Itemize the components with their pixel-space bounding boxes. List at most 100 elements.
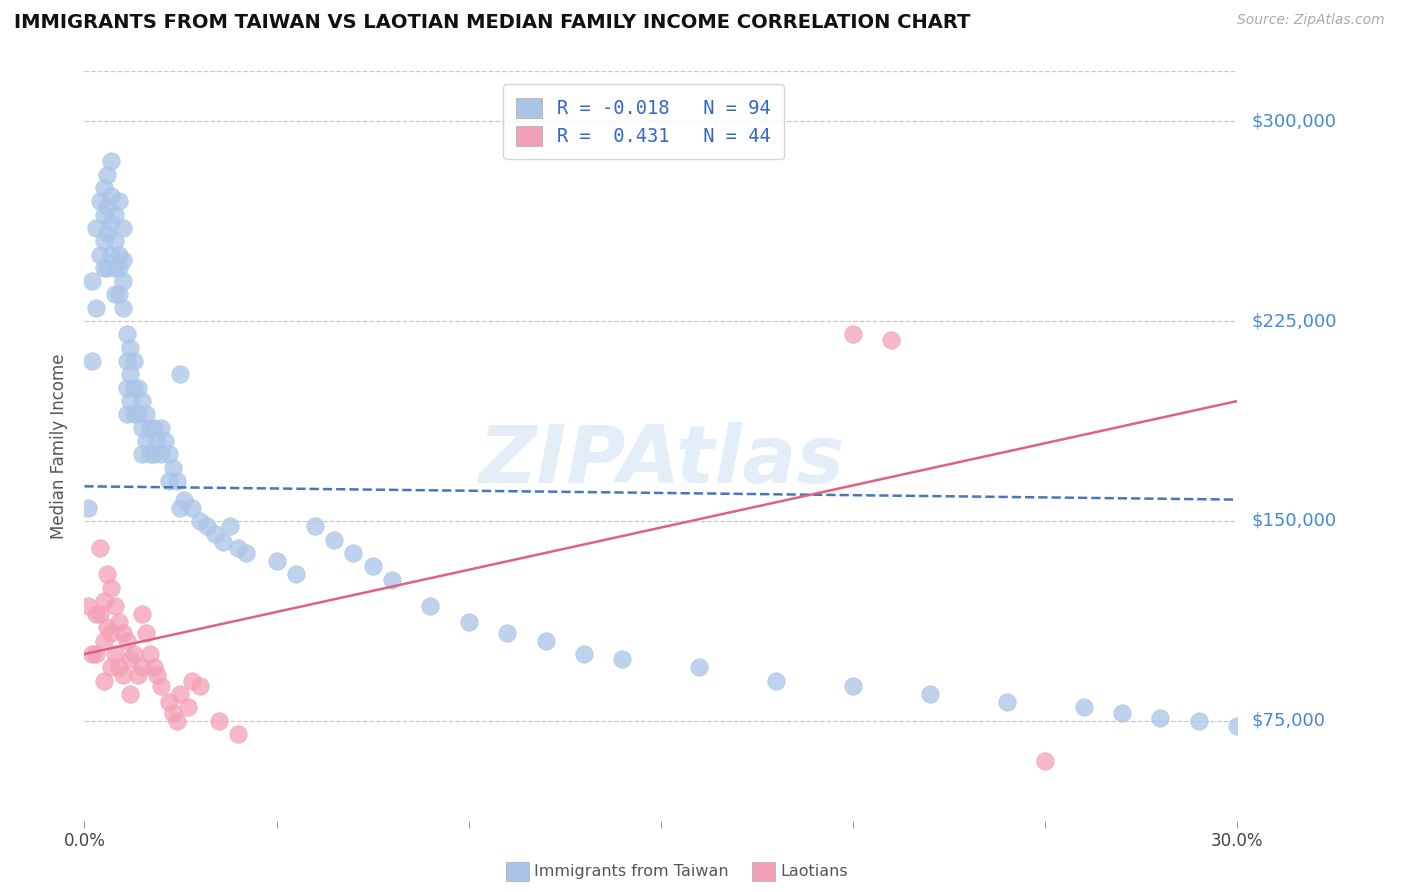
Text: $150,000: $150,000 — [1251, 512, 1336, 530]
Point — [93, 260, 115, 275]
Point — [157, 474, 180, 488]
Point — [204, 527, 226, 541]
Point — [127, 668, 149, 682]
Point — [612, 652, 634, 666]
Point — [96, 620, 118, 634]
Point — [219, 519, 242, 533]
Point — [89, 541, 111, 555]
Point — [120, 394, 142, 409]
Point — [150, 447, 173, 461]
Point — [266, 554, 288, 568]
Point — [100, 215, 122, 229]
Point — [108, 660, 131, 674]
Point — [142, 660, 165, 674]
Point — [115, 408, 138, 422]
Point — [124, 408, 146, 422]
Point — [135, 434, 157, 448]
Point — [104, 599, 127, 614]
Text: Source: ZipAtlas.com: Source: ZipAtlas.com — [1237, 13, 1385, 28]
Point — [124, 354, 146, 368]
Point — [918, 687, 941, 701]
Point — [534, 633, 557, 648]
Point — [361, 559, 384, 574]
Point — [166, 714, 188, 728]
Point — [880, 333, 903, 347]
Point — [80, 274, 103, 288]
Point — [131, 447, 153, 461]
Text: IMMIGRANTS FROM TAIWAN VS LAOTIAN MEDIAN FAMILY INCOME CORRELATION CHART: IMMIGRANTS FROM TAIWAN VS LAOTIAN MEDIAN… — [14, 13, 970, 32]
Point — [93, 673, 115, 688]
Point — [142, 447, 165, 461]
Point — [211, 535, 233, 549]
Text: Immigrants from Taiwan: Immigrants from Taiwan — [534, 864, 728, 879]
Point — [96, 260, 118, 275]
Point — [120, 341, 142, 355]
Point — [124, 647, 146, 661]
Point — [111, 301, 134, 315]
Point — [104, 260, 127, 275]
Point — [153, 434, 176, 448]
Point — [131, 607, 153, 622]
Text: $75,000: $75,000 — [1251, 712, 1326, 730]
Point — [115, 381, 138, 395]
Point — [120, 652, 142, 666]
Point — [765, 673, 787, 688]
Point — [100, 660, 122, 674]
Point — [89, 607, 111, 622]
Point — [138, 647, 160, 661]
Point — [188, 679, 211, 693]
Point — [1188, 714, 1211, 728]
Point — [208, 714, 231, 728]
Point — [108, 615, 131, 629]
Point — [104, 208, 127, 222]
Point — [89, 194, 111, 209]
Point — [419, 599, 441, 614]
Point — [108, 194, 131, 209]
Point — [96, 168, 118, 182]
Point — [93, 181, 115, 195]
Point — [104, 234, 127, 248]
Point — [457, 615, 479, 629]
Point — [284, 567, 307, 582]
Point — [104, 647, 127, 661]
Y-axis label: Median Family Income: Median Family Income — [51, 353, 69, 539]
Point — [84, 220, 107, 235]
Point — [100, 247, 122, 261]
Point — [77, 500, 100, 515]
Point — [108, 247, 131, 261]
Point — [131, 420, 153, 434]
Point — [115, 327, 138, 342]
Point — [181, 500, 204, 515]
Point — [138, 420, 160, 434]
Point — [93, 234, 115, 248]
Point — [104, 287, 127, 301]
Point — [111, 274, 134, 288]
Point — [89, 247, 111, 261]
Point — [127, 408, 149, 422]
Point — [96, 567, 118, 582]
Point — [226, 541, 249, 555]
Point — [115, 354, 138, 368]
Point — [84, 647, 107, 661]
Point — [1226, 719, 1249, 733]
Point — [108, 287, 131, 301]
Point — [181, 673, 204, 688]
Point — [157, 447, 180, 461]
Point — [111, 252, 134, 267]
Point — [111, 668, 134, 682]
Point — [146, 434, 169, 448]
Point — [135, 408, 157, 422]
Point — [120, 368, 142, 382]
Point — [235, 546, 257, 560]
Point — [150, 679, 173, 693]
Point — [572, 647, 595, 661]
Point — [162, 706, 184, 720]
Point — [93, 594, 115, 608]
Point — [1033, 754, 1056, 768]
Point — [173, 492, 195, 507]
Point — [93, 208, 115, 222]
Point — [688, 660, 710, 674]
Point — [1149, 711, 1171, 725]
Point — [162, 460, 184, 475]
Point — [100, 581, 122, 595]
